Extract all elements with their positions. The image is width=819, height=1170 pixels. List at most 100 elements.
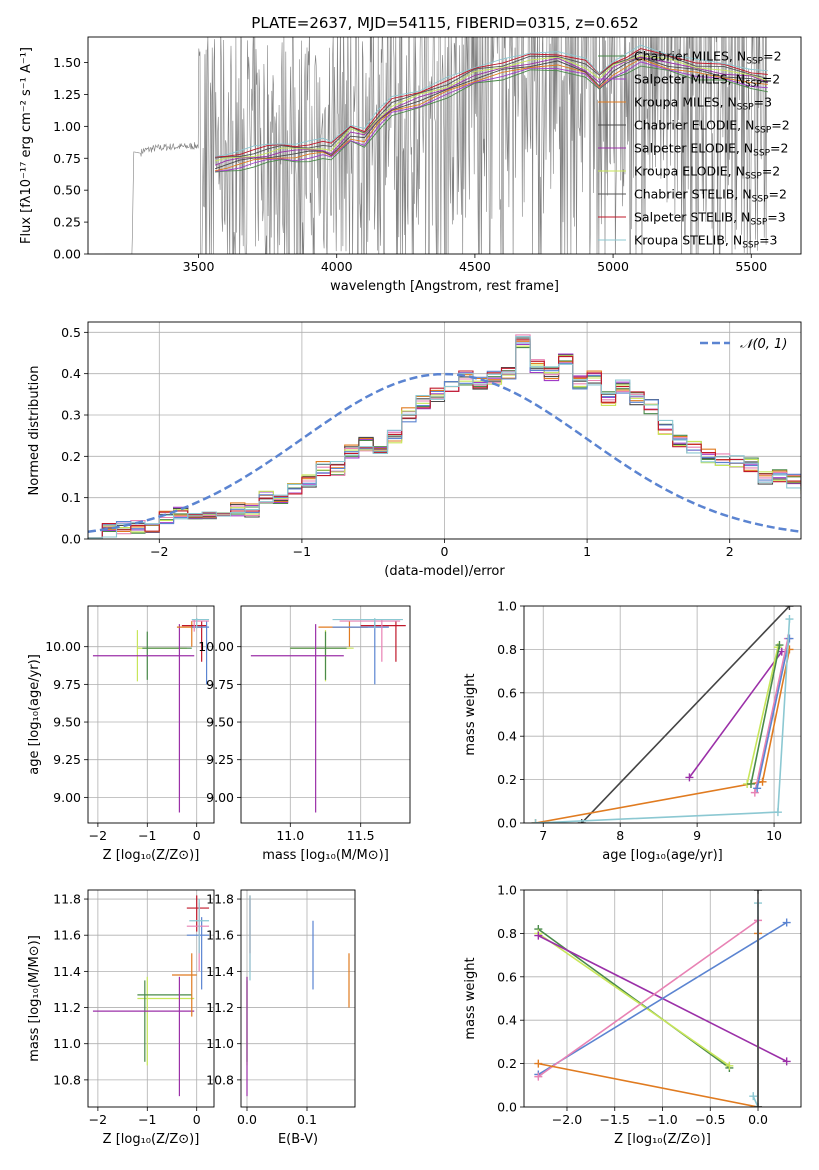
y-tick-label: 0.0 (61, 532, 81, 547)
weight-marker (534, 931, 543, 940)
model-line-2 (215, 61, 768, 172)
weight-line-7 (756, 638, 791, 789)
weight-line-2 (537, 932, 730, 1067)
y-tick-label: 11.6 (53, 928, 81, 943)
y-tick-label: 11.2 (206, 1000, 234, 1015)
x-tick-label: −2.0 (552, 1112, 582, 1127)
y-tick-label: 10.00 (45, 639, 81, 654)
data-point (92, 976, 195, 1097)
y-tick-label: 11.4 (206, 964, 234, 979)
data-point (250, 624, 344, 813)
plot-area (524, 606, 801, 823)
legend-label: 𝒩(0, 1) (740, 337, 787, 352)
axes-frame (87, 605, 215, 824)
y-tick-label: 1.50 (53, 55, 81, 70)
x-tick-label: −1 (138, 828, 156, 843)
weight-marker (534, 1072, 543, 1081)
weight-marker (754, 890, 763, 894)
weight-line-5 (750, 644, 781, 785)
x-tick-label: −0.5 (695, 1112, 725, 1127)
y-tick-label: 11.4 (53, 964, 81, 979)
histogram-step-1 (88, 347, 801, 539)
weight-marker (746, 779, 755, 788)
x-tick-label: −1 (138, 1112, 156, 1127)
plot-area (104, 37, 768, 254)
weight-marker (749, 1092, 758, 1101)
y-tick-label: 0.25 (53, 215, 81, 230)
panel-age-vs-mass: 11.0 11.5 9.00 9.25 9.50 9.75 10.00 mass [log₁₀… (198, 605, 411, 863)
data-point (92, 624, 195, 813)
y-tick-label: 10.8 (53, 1072, 81, 1087)
panel-weight-vs-age: 7 8 9 10 0.0 0.2 0.4 0.6 0.8 1.0 age [log₁₀(age/yr… (463, 599, 802, 863)
legend-label: Kroupa STELIB, NSSP=3 (634, 233, 778, 251)
plot-area (88, 606, 214, 823)
x-tick-label: −2 (89, 828, 107, 843)
x-tick-label: 5500 (735, 259, 767, 274)
model-line-8 (215, 48, 768, 158)
y-axis-label: mass weight (463, 957, 478, 1039)
legend-label: Kroupa ELODIE, NSSP=2 (634, 164, 780, 182)
observed-spectrum-line (104, 37, 767, 254)
y-tick-label: 9.75 (206, 677, 234, 692)
histogram-step-2 (88, 343, 801, 539)
data-point (332, 618, 403, 629)
axes-frame (523, 605, 802, 824)
legend: 𝒩(0, 1) (700, 337, 787, 352)
panel-age-vs-z: −2 −1 0 9.00 9.25 9.50 9.75 10.00 Z [log₁₀(Z/Z⊙)… (27, 605, 215, 863)
data-point (332, 621, 389, 685)
y-tick-label: 9.00 (53, 790, 81, 805)
gaussian-curve (88, 372, 801, 534)
y-tick-label: 1.0 (497, 599, 517, 614)
x-tick-label: 5000 (597, 259, 629, 274)
data-point (360, 621, 406, 662)
y-tick-label: 11.2 (53, 1000, 81, 1015)
x-tick-label: 0 (193, 828, 201, 843)
y-tick-label: 0.4 (497, 729, 517, 744)
weight-marker (754, 1103, 763, 1107)
data-point (172, 953, 197, 1017)
legend-label: Kroupa MILES, NSSP=3 (634, 95, 772, 113)
histogram-step-4 (88, 337, 801, 539)
panel-mass-vs-ebv: 0.0 0.1 10.8 11.0 11.2 11.4 11.6 11.8 E(B-V) (206, 889, 356, 1147)
plot-layer: 3500 4000 4500 5000 55000.000.250.500.751.00… (19, 36, 802, 1147)
weight-marker (685, 773, 694, 782)
weight-marker (750, 788, 759, 797)
y-tick-label: 1.00 (53, 119, 81, 134)
x-tick-label: 3500 (183, 259, 215, 274)
x-tick-label: −1 (293, 544, 311, 559)
panel-residuals: −2 −1 0 1 2 0.0 0.1 0.2 0.3 0.4 0.5 (data-model)/er… (27, 321, 802, 579)
y-tick-label: 0.75 (53, 151, 81, 166)
histogram-step-9 (88, 336, 801, 539)
histogram-step-8 (88, 339, 801, 539)
legend-label: Chabrier STELIB, NSSP=2 (634, 187, 787, 205)
data-point (191, 619, 210, 632)
plot-area (241, 890, 355, 1107)
x-tick-label: 11.0 (276, 828, 304, 843)
x-axis-label: E(B-V) (278, 1132, 318, 1147)
y-tick-label: 11.8 (53, 892, 81, 907)
y-axis-label: mass [log₁₀(M/M⊙)] (27, 935, 42, 1062)
y-axis-label: Flux [fλ10⁻¹⁷ erg cm⁻² s⁻¹ A⁻¹] (19, 47, 34, 244)
y-axis-label: age [log₁₀(age/yr)] (27, 654, 42, 775)
model-line-6 (214, 55, 768, 162)
weight-line-1 (581, 606, 791, 823)
figure-title: PLATE=2637, MJD=54115, FIBERID=0315, z=0… (251, 14, 638, 32)
x-tick-label: 0.1 (297, 1112, 317, 1127)
y-tick-label: 0.0 (497, 816, 517, 831)
y-tick-label: 9.75 (53, 677, 81, 692)
y-tick-label: 1.25 (53, 87, 81, 102)
legend: Chabrier MILES, NSSP=2 Salpeter MILES, NS… (598, 49, 790, 251)
panel-spectrum: 3500 4000 4500 5000 5500 0.00 0.25 0.50 0.75 1.00… (19, 36, 802, 294)
x-axis-label: Z [log₁₀(Z/Z⊙)] (103, 1132, 200, 1147)
axes-frame (240, 605, 411, 824)
weight-line-3 (688, 651, 783, 778)
model-line-4 (214, 57, 768, 170)
model-line-1 (215, 65, 768, 173)
x-tick-label: 0 (193, 1112, 201, 1127)
model-line-9 (215, 44, 768, 157)
legend-label: Salpeter STELIB, NSSP=3 (634, 210, 786, 228)
weight-marker (725, 1061, 734, 1070)
data-point (191, 618, 210, 629)
plot-area (241, 606, 410, 823)
